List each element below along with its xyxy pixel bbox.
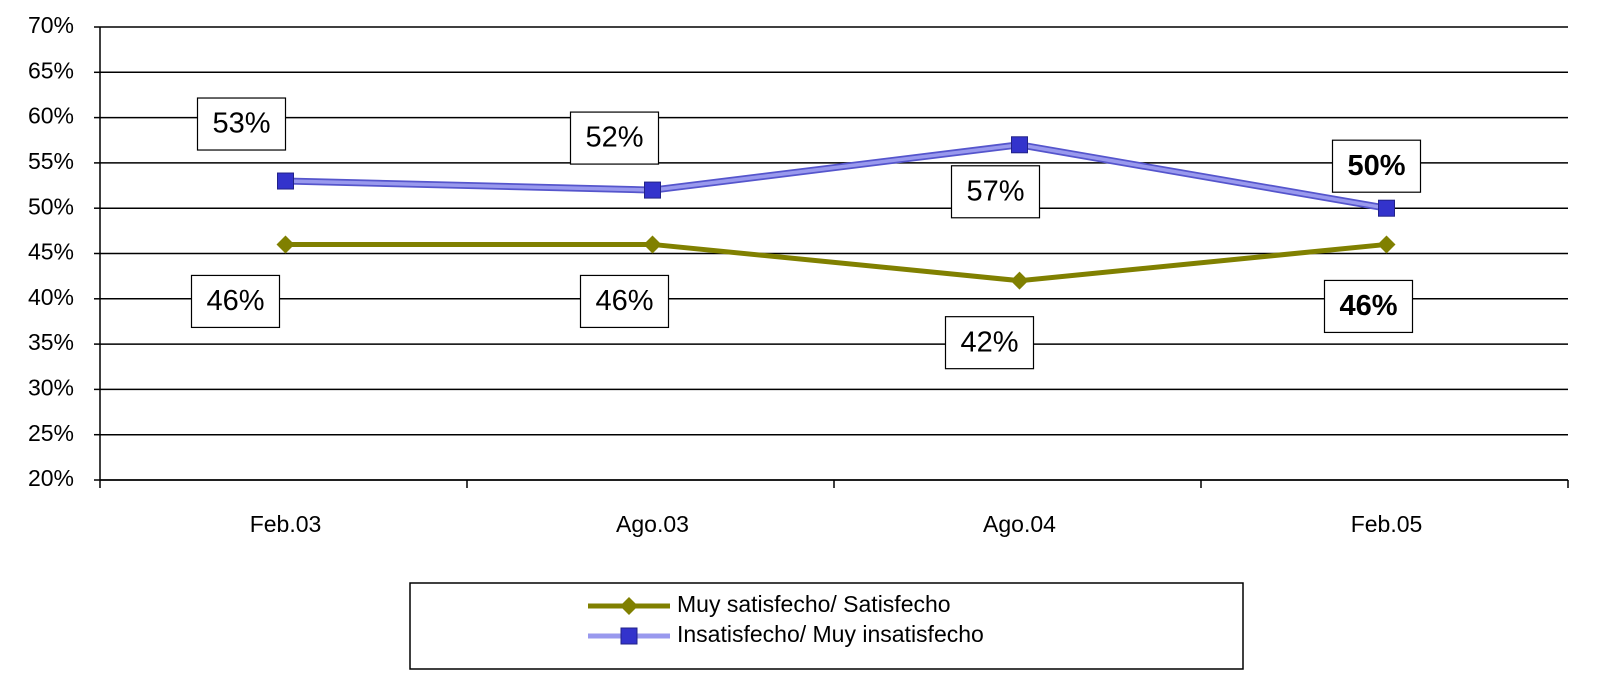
- x-tick-label: Feb.05: [1351, 511, 1423, 537]
- data-label: 53%: [212, 108, 270, 140]
- y-tick-label: 45%: [28, 239, 74, 265]
- series-line: [285, 143, 1387, 210]
- data-label: 46%: [1339, 290, 1397, 322]
- data-label: 50%: [1347, 150, 1405, 182]
- marker: [1377, 235, 1396, 254]
- data-label-box: [579, 274, 670, 329]
- data-label-box: [569, 111, 660, 165]
- marker: [1378, 199, 1395, 217]
- series-line-edge: [285, 141, 1388, 212]
- legend-box: [409, 582, 1244, 670]
- data-label-box: [950, 165, 1041, 219]
- legend-label: Muy satisfecho/ Satisfecho: [677, 591, 951, 617]
- y-tick-label: 25%: [28, 420, 74, 446]
- y-tick-label: 20%: [28, 465, 74, 491]
- marker: [620, 627, 638, 645]
- y-tick-label: 40%: [28, 284, 74, 310]
- data-label: 46%: [206, 285, 264, 317]
- x-tick-label: Ago.03: [616, 511, 689, 537]
- marker: [620, 597, 638, 615]
- y-tick-label: 50%: [28, 193, 74, 219]
- x-tick-label: Feb.03: [250, 511, 322, 537]
- data-label-box: [196, 97, 287, 151]
- series-line: [285, 241, 1387, 284]
- data-label: 57%: [966, 175, 1024, 207]
- y-tick-label: 60%: [28, 103, 74, 129]
- data-label-box: [190, 274, 281, 329]
- y-tick-label: 35%: [28, 329, 74, 355]
- data-label-box: [944, 316, 1035, 370]
- y-tick-label: 70%: [28, 12, 74, 38]
- y-tick-label: 30%: [28, 374, 74, 400]
- marker: [1011, 136, 1028, 154]
- data-label-box: [1331, 139, 1422, 193]
- data-label: 52%: [585, 122, 643, 154]
- data-label: 42%: [960, 326, 1018, 358]
- marker: [277, 172, 294, 190]
- marker: [1010, 271, 1029, 290]
- marker: [643, 235, 662, 254]
- y-tick-label: 65%: [28, 57, 74, 83]
- data-label: 46%: [595, 285, 653, 317]
- legend-label: Insatisfecho/ Muy insatisfecho: [677, 621, 984, 647]
- x-tick-label: Ago.04: [983, 511, 1056, 537]
- y-tick-label: 55%: [28, 148, 74, 174]
- marker: [276, 235, 295, 254]
- data-label-box: [1323, 279, 1414, 334]
- marker: [644, 181, 661, 199]
